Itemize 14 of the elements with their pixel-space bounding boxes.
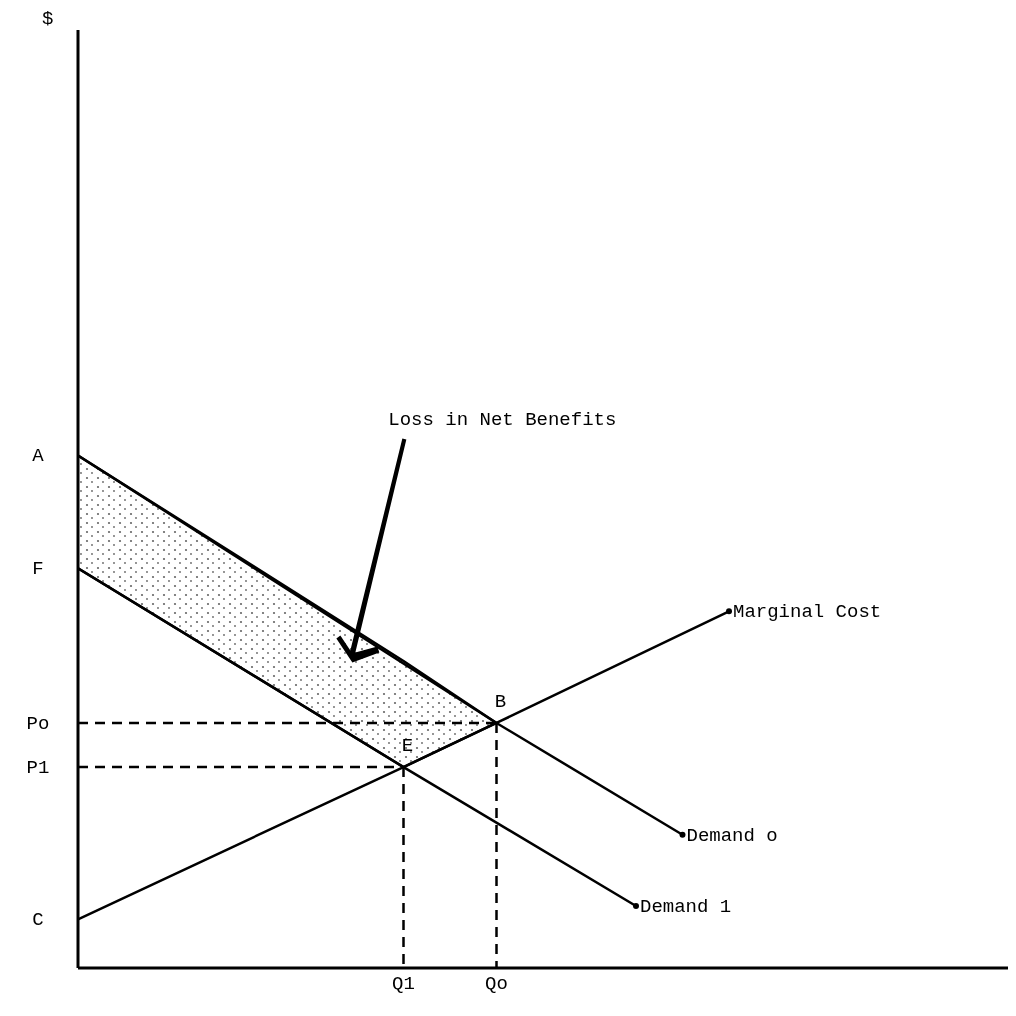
text: Loss in Net Benefits [388, 409, 617, 432]
series-label: Marginal Cost [733, 601, 882, 624]
annotation: E [401, 735, 414, 758]
annotation: B [494, 690, 507, 713]
text: $ [42, 8, 54, 30]
x-tick-label: Qo [485, 973, 508, 996]
text: Po [26, 712, 50, 735]
text: C [32, 909, 44, 932]
text: P1 [26, 757, 50, 780]
series-label: Demand o [686, 824, 778, 847]
text: F [32, 558, 44, 581]
text: A [32, 445, 45, 468]
series-label: Demand 1 [640, 895, 732, 918]
x-tick-label: Q1 [392, 973, 415, 996]
